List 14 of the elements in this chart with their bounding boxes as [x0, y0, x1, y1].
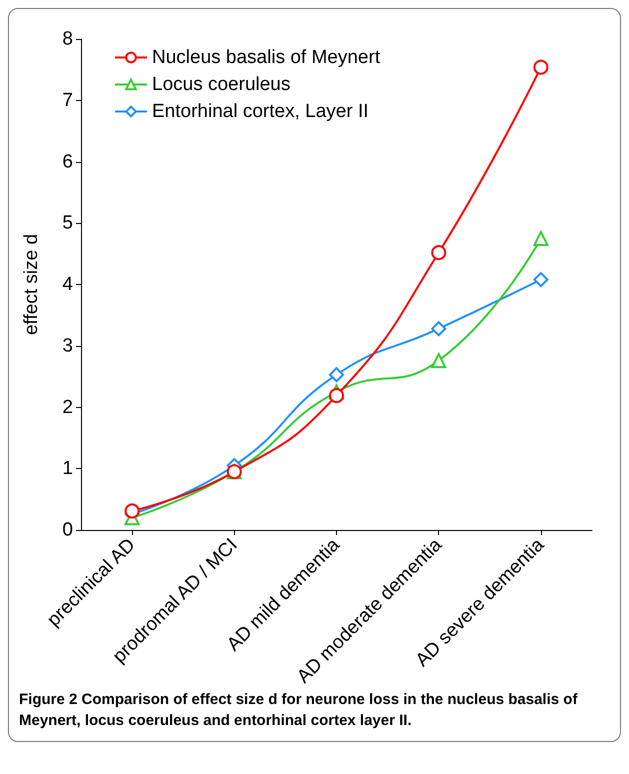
y-tick-label: 0 [62, 520, 73, 541]
y-tick-label: 8 [62, 28, 73, 50]
legend-label: Entorhinal cortex, Layer II [152, 101, 368, 122]
y-axis-title: effect size d [21, 234, 42, 336]
y-tick-label: 6 [62, 151, 73, 172]
y-tick-label: 1 [62, 458, 73, 480]
y-tick-label: 2 [62, 396, 73, 418]
caption: Figure 2 Comparison of effect size d for neurone loss in the nucleus basalis of Meynert, locus coeruleus and entorhinal cortex layer II. [18, 690, 578, 731]
y-tick-label: 7 [62, 90, 73, 111]
legend-label: Nucleus basalis of Meynert [152, 47, 381, 68]
y-tick-label: 3 [62, 335, 73, 356]
y-tick-label: 4 [62, 274, 74, 296]
legend-label: Locus coeruleus [152, 74, 290, 95]
y-tick-label: 5 [62, 212, 73, 234]
